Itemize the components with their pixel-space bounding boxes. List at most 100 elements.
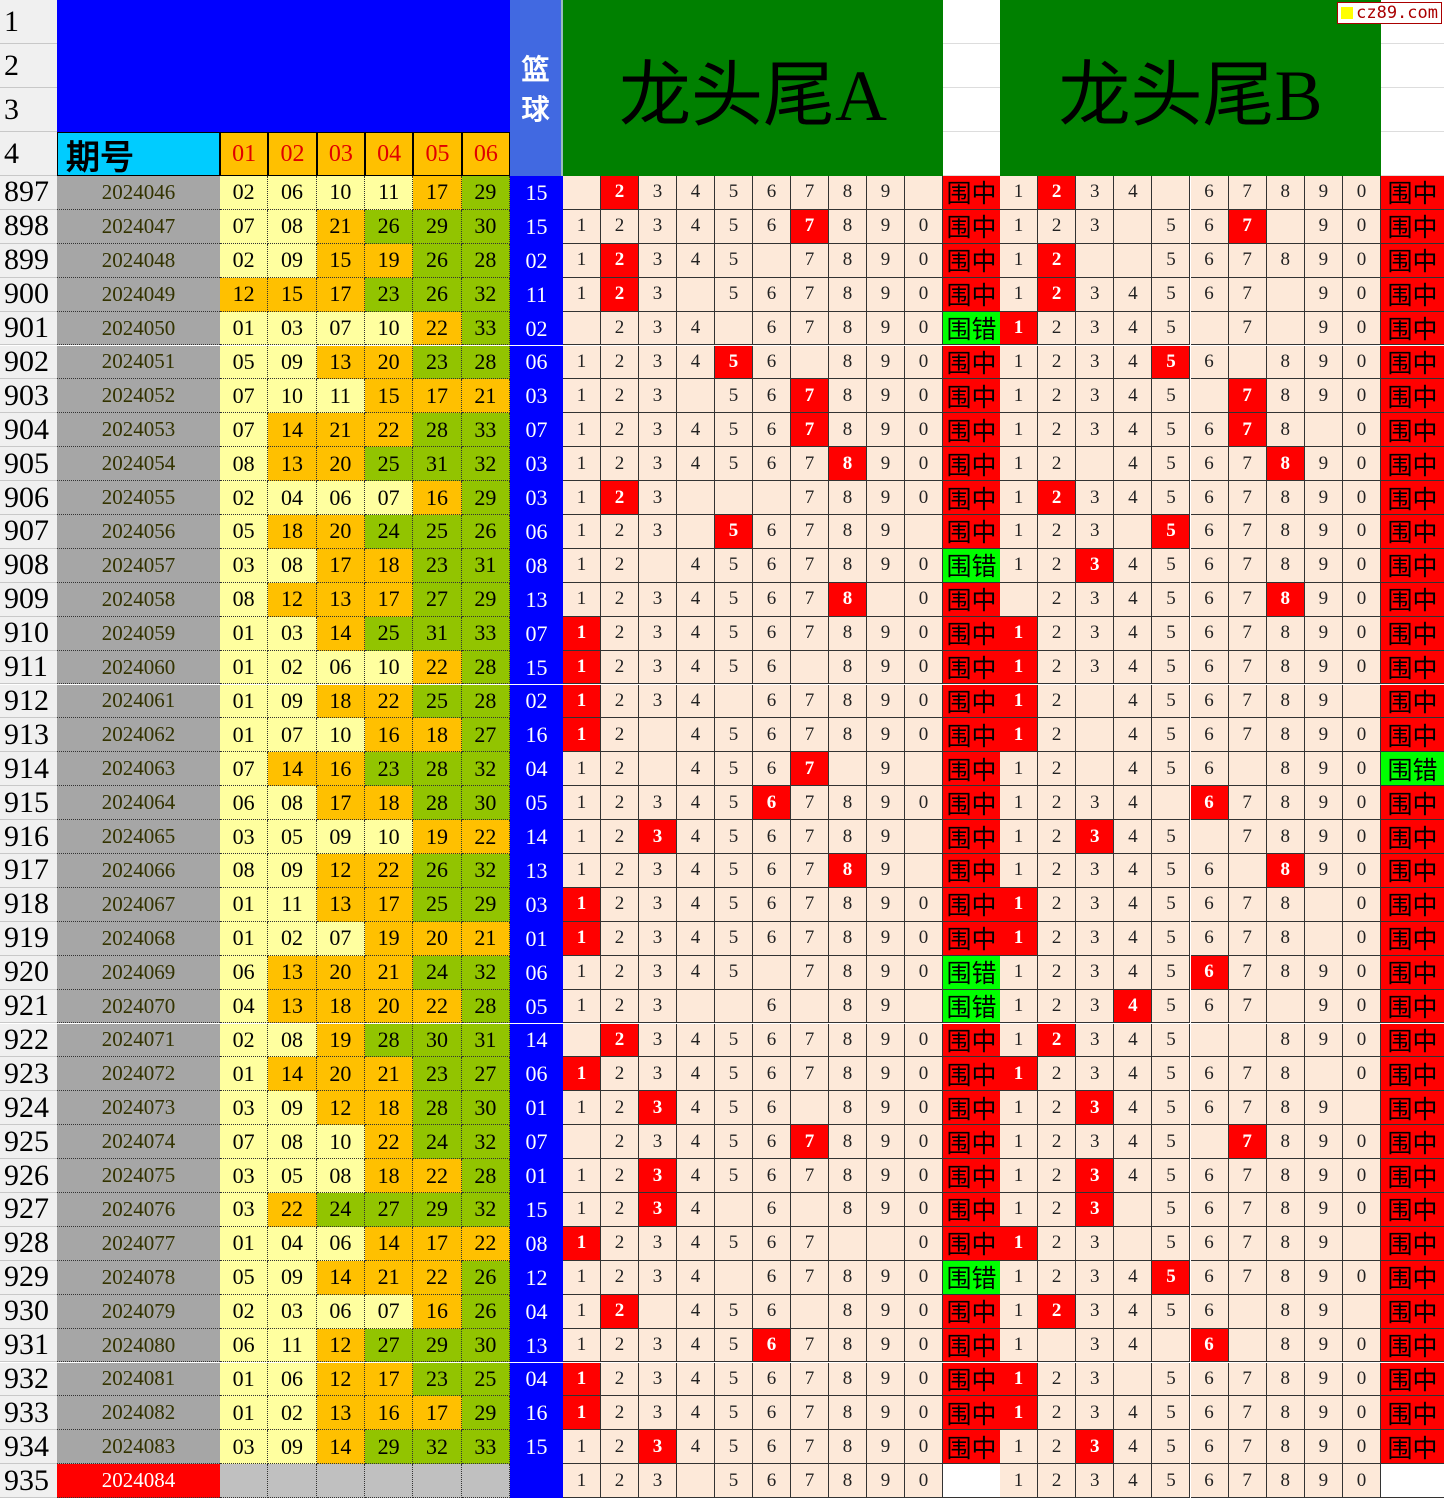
number-cell[interactable]: 18 (365, 548, 414, 583)
digit-cell[interactable] (905, 989, 943, 1024)
digit-cell[interactable]: 3 (1076, 1294, 1115, 1329)
digit-cell[interactable]: 7 (1228, 1057, 1267, 1092)
number-cell[interactable]: 33 (461, 1430, 510, 1465)
digit-cell[interactable] (1152, 176, 1191, 210)
digit-cell[interactable]: 7 (1228, 887, 1267, 922)
row-header[interactable]: 916 (0, 820, 57, 854)
blue-ball-cell[interactable]: 01 (510, 921, 563, 956)
number-cell[interactable]: 02 (220, 1294, 269, 1329)
result-b[interactable]: 围中 (1381, 1328, 1444, 1363)
result-a[interactable]: 围错 (943, 548, 1000, 583)
digit-cell[interactable]: 7 (1228, 311, 1267, 346)
result-a[interactable]: 围中 (943, 1328, 1000, 1363)
digit-cell[interactable]: 8 (829, 243, 867, 278)
number-cell[interactable]: 13 (268, 955, 317, 990)
digit-cell[interactable]: 9 (867, 209, 905, 244)
hit-digit-cell[interactable]: 6 (1190, 955, 1229, 990)
number-cell[interactable]: 03 (220, 1091, 269, 1126)
digit-cell[interactable]: 9 (1304, 481, 1343, 515)
digit-cell[interactable]: 9 (867, 887, 905, 922)
digit-cell[interactable]: 1 (1000, 786, 1039, 821)
row-header[interactable]: 907 (0, 515, 57, 549)
digit-cell[interactable]: 8 (829, 1430, 867, 1465)
digit-cell[interactable]: 4 (1114, 481, 1153, 515)
digit-cell[interactable]: 4 (1114, 1430, 1153, 1465)
digit-cell[interactable]: 4 (677, 616, 715, 651)
digit-cell[interactable]: 5 (1152, 379, 1191, 414)
number-cell[interactable]: 31 (413, 447, 462, 482)
digit-cell[interactable]: 6 (1190, 1464, 1229, 1498)
digit-cell[interactable] (715, 989, 753, 1024)
digit-cell[interactable]: 4 (1114, 1159, 1153, 1193)
digit-cell[interactable]: 6 (753, 684, 791, 719)
digit-cell[interactable]: 8 (1266, 718, 1305, 753)
digit-cell[interactable]: 8 (1266, 1226, 1305, 1261)
digit-cell[interactable]: 8 (829, 1057, 867, 1092)
digit-cell[interactable]: 9 (1304, 1226, 1343, 1261)
number-cell[interactable]: 03 (220, 820, 269, 854)
blue-ball-cell[interactable]: 13 (510, 582, 563, 617)
number-cell[interactable]: 09 (268, 1091, 317, 1126)
digit-cell[interactable]: 0 (905, 1091, 943, 1126)
hit-digit-cell[interactable]: 1 (1000, 650, 1039, 685)
digit-cell[interactable]: 6 (753, 1260, 791, 1295)
digit-cell[interactable]: 5 (1152, 887, 1191, 922)
digit-cell[interactable]: 3 (639, 176, 677, 210)
result-b[interactable]: 围中 (1381, 582, 1444, 617)
number-cell[interactable]: 21 (365, 1057, 414, 1092)
number-cell[interactable]: 14 (268, 752, 317, 787)
digit-cell[interactable]: 4 (677, 1023, 715, 1058)
digit-cell[interactable]: 4 (677, 1193, 715, 1227)
digit-cell[interactable]: 5 (715, 413, 753, 448)
number-cell[interactable]: 14 (365, 1226, 414, 1261)
digit-cell[interactable]: 2 (1038, 1430, 1077, 1465)
blue-ball-cell[interactable]: 15 (510, 209, 563, 244)
blue-ball-cell[interactable]: 02 (510, 311, 563, 346)
number-cell[interactable]: 29 (461, 887, 510, 922)
digit-cell[interactable]: 6 (753, 176, 791, 210)
number-cell[interactable] (220, 1464, 269, 1498)
row-header[interactable]: 918 (0, 887, 57, 922)
row-header[interactable]: 3 (0, 88, 57, 132)
digit-cell[interactable]: 6 (1190, 277, 1229, 312)
digit-cell[interactable]: 8 (1266, 345, 1305, 380)
digit-cell[interactable]: 0 (905, 616, 943, 651)
digit-cell[interactable]: 9 (1304, 1430, 1343, 1465)
number-cell[interactable]: 24 (365, 515, 414, 549)
period-cell[interactable]: 2024053 (57, 413, 220, 448)
blue-ball-cell[interactable]: 16 (510, 718, 563, 753)
digit-cell[interactable]: 9 (1304, 1328, 1343, 1363)
digit-cell[interactable]: 9 (1304, 209, 1343, 244)
number-cell[interactable]: 17 (316, 786, 365, 821)
digit-cell[interactable]: 6 (1190, 176, 1229, 210)
digit-cell[interactable] (791, 650, 829, 685)
number-cell[interactable]: 03 (268, 1294, 317, 1329)
number-cell[interactable]: 16 (316, 752, 365, 787)
digit-cell[interactable]: 0 (1342, 1430, 1381, 1465)
number-cell[interactable]: 22 (268, 1193, 317, 1227)
digit-cell[interactable]: 2 (1038, 1193, 1077, 1227)
digit-cell[interactable]: 1 (563, 820, 601, 854)
digit-cell[interactable]: 6 (753, 582, 791, 617)
number-cell[interactable]: 27 (413, 582, 462, 617)
digit-cell[interactable]: 9 (1304, 820, 1343, 854)
number-cell[interactable]: 08 (268, 209, 317, 244)
digit-cell[interactable]: 1 (1000, 447, 1039, 482)
period-cell[interactable]: 2024050 (57, 311, 220, 346)
digit-cell[interactable]: 1 (1000, 243, 1039, 278)
result-a[interactable]: 围中 (943, 1125, 1000, 1160)
digit-cell[interactable]: 0 (1342, 447, 1381, 482)
digit-cell[interactable]: 5 (715, 650, 753, 685)
hit-digit-cell[interactable]: 8 (1266, 582, 1305, 617)
digit-cell[interactable]: 7 (791, 616, 829, 651)
hit-digit-cell[interactable]: 1 (563, 1362, 601, 1397)
digit-cell[interactable]: 8 (829, 1396, 867, 1431)
number-cell[interactable]: 28 (413, 752, 462, 787)
digit-cell[interactable]: 3 (1076, 854, 1115, 888)
number-cell[interactable]: 25 (365, 616, 414, 651)
digit-cell[interactable]: 8 (829, 1125, 867, 1160)
number-cell[interactable]: 27 (461, 718, 510, 753)
number-cell[interactable]: 08 (220, 854, 269, 888)
number-cell[interactable]: 20 (316, 955, 365, 990)
result-b[interactable]: 围中 (1381, 548, 1444, 583)
